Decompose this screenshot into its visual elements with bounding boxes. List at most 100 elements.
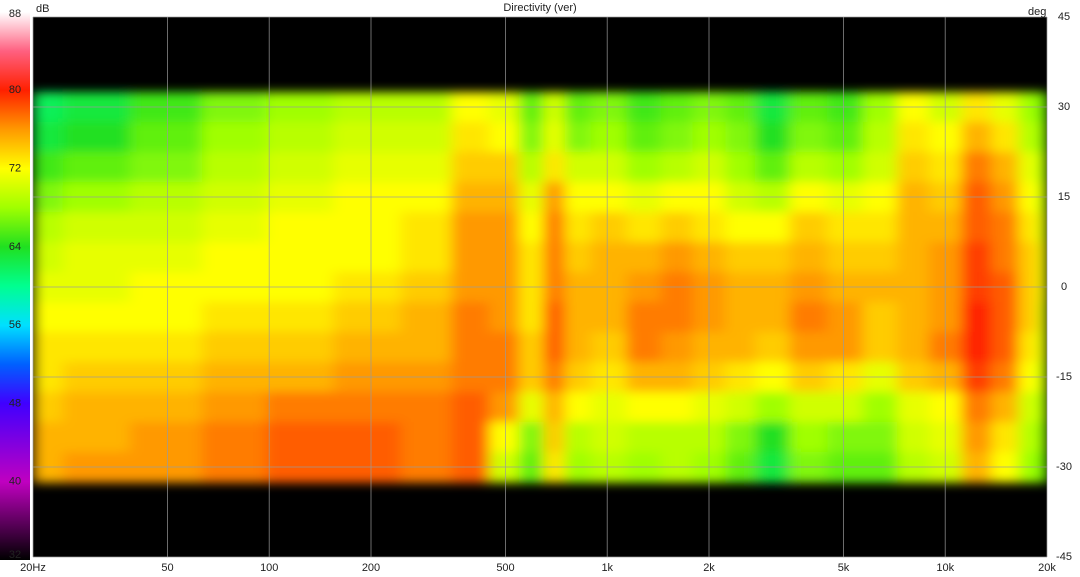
heat-cell: [202, 122, 268, 153]
heat-cell: [564, 422, 592, 453]
heat-cell: [202, 392, 268, 423]
heat-cell: [661, 332, 694, 363]
heat-cell: [400, 392, 453, 423]
heat-cell: [564, 392, 592, 423]
heat-cell: [961, 302, 993, 333]
heat-cell: [266, 332, 335, 363]
heat-cell: [543, 242, 566, 273]
heat-cell: [451, 212, 490, 243]
heat-cell: [451, 122, 490, 153]
chart-title: Directivity (ver): [503, 2, 576, 14]
heat-cell: [862, 392, 899, 423]
heat-cell: [202, 212, 268, 243]
heat-cell: [725, 242, 756, 273]
heat-cell: [33, 242, 64, 273]
heat-cell: [661, 122, 694, 153]
heat-cell: [489, 152, 520, 183]
heat-cell: [789, 122, 828, 153]
heat-cell: [1018, 332, 1041, 363]
heat-cell: [202, 152, 268, 183]
x-tick-label: 200: [362, 562, 380, 574]
grid: [32, 16, 1048, 558]
heat-cell: [451, 242, 490, 273]
heat-cell: [827, 152, 864, 183]
heat-cell: [130, 212, 203, 243]
heat-cell: [518, 152, 545, 183]
heat-cell: [1039, 302, 1047, 333]
heat-cell: [333, 422, 402, 453]
heat-cell: [333, 242, 402, 273]
heat-cell: [266, 302, 335, 333]
heat-cell: [991, 242, 1019, 273]
heat-cell: [400, 212, 453, 243]
heat-cell: [991, 152, 1019, 183]
heat-cell: [961, 242, 993, 273]
heat-cell: [626, 332, 662, 363]
heat-cell: [827, 422, 864, 453]
heat-cell: [755, 152, 791, 183]
heat-cell: [62, 302, 131, 333]
heat-cell: [897, 302, 930, 333]
heat-cell: [400, 122, 453, 153]
colorbar: [0, 12, 30, 560]
heat-cell: [661, 422, 694, 453]
heat-cell: [626, 302, 662, 333]
heat-cell: [1039, 122, 1047, 153]
heatmap: [33, 92, 1047, 483]
heat-cell: [897, 152, 930, 183]
heat-cell: [451, 302, 490, 333]
heat-cell: [518, 242, 545, 273]
heat-cell: [1018, 212, 1041, 243]
heat-cell: [661, 302, 694, 333]
heat-cell: [991, 212, 1019, 243]
heat-cell: [333, 392, 402, 423]
heat-cell: [897, 242, 930, 273]
heat-cell: [661, 392, 694, 423]
y-tick-label: -45: [1056, 551, 1072, 563]
heat-cell: [1039, 242, 1047, 273]
heat-cell: [862, 332, 899, 363]
heat-cell: [518, 212, 545, 243]
heat-cell: [862, 122, 899, 153]
heat-cell: [590, 122, 628, 153]
heat-cell: [626, 152, 662, 183]
heat-cell: [62, 332, 131, 363]
heat-cell: [626, 392, 662, 423]
colorbar-tick-label: 64: [9, 241, 21, 253]
heat-cell: [897, 122, 930, 153]
heat-cell: [626, 212, 662, 243]
heat-cell: [489, 302, 520, 333]
x-tick-label: 20k: [1038, 562, 1056, 574]
heat-cell: [991, 422, 1019, 453]
heat-cell: [590, 302, 628, 333]
heat-cell: [451, 152, 490, 183]
heat-cell: [130, 302, 203, 333]
heat-cell: [333, 212, 402, 243]
heat-cell: [130, 242, 203, 273]
heat-cell: [725, 152, 756, 183]
heat-cell: [62, 152, 131, 183]
heat-cell: [62, 392, 131, 423]
heat-cell: [266, 392, 335, 423]
heat-cell: [130, 122, 203, 153]
heat-cell: [333, 122, 402, 153]
heat-cell: [626, 242, 662, 273]
heat-cell: [333, 332, 402, 363]
heat-cell: [333, 302, 402, 333]
x-tick-label: 10k: [936, 562, 954, 574]
heat-cell: [827, 332, 864, 363]
heat-cell: [789, 242, 828, 273]
heat-cell: [543, 332, 566, 363]
heat-cell: [518, 122, 545, 153]
heat-cell: [862, 152, 899, 183]
heat-cell: [518, 422, 545, 453]
heat-cell: [518, 332, 545, 363]
colorbar-tick-label: 40: [9, 476, 21, 488]
colorbar-tick-label: 80: [9, 84, 21, 96]
heat-cell: [789, 392, 828, 423]
heat-cell: [755, 422, 791, 453]
y-tick-label: -15: [1056, 371, 1072, 383]
heat-cell: [725, 332, 756, 363]
